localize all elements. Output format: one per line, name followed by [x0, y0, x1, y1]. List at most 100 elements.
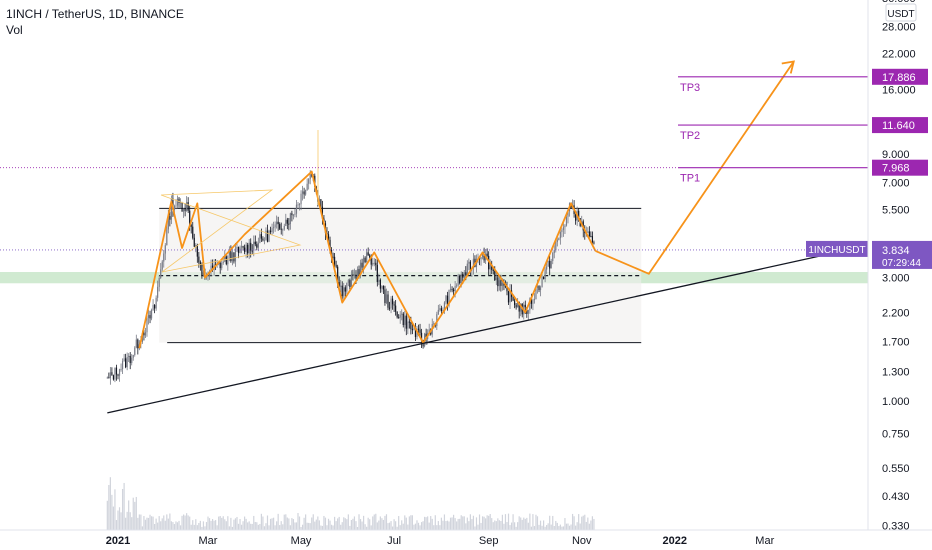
- volume-bar: [315, 519, 317, 530]
- candle: [108, 372, 110, 379]
- volume-bar: [160, 521, 162, 530]
- volume-bar: [427, 516, 429, 530]
- candle-body: [164, 245, 166, 254]
- candle: [170, 195, 172, 225]
- volume-bar: [347, 514, 349, 530]
- volume-bar: [584, 514, 586, 530]
- volume-bar: [430, 516, 432, 530]
- candle-body: [515, 304, 517, 308]
- volume-bar: [573, 516, 575, 530]
- candle-body: [379, 279, 381, 289]
- volume-bar: [364, 524, 366, 530]
- candle: [542, 276, 545, 280]
- volume-legend[interactable]: Vol: [6, 23, 23, 37]
- volume-bar: [210, 520, 212, 530]
- candle-body: [161, 261, 163, 270]
- candle: [398, 314, 400, 319]
- volume-bar: [198, 522, 200, 530]
- candle: [301, 185, 304, 201]
- candle: [373, 258, 375, 267]
- candle: [280, 222, 282, 235]
- candle: [378, 273, 380, 286]
- candle-body: [501, 282, 504, 286]
- volume-bar: [295, 522, 298, 530]
- volume-bar: [547, 523, 549, 530]
- candle: [395, 300, 397, 316]
- volume-bar: [329, 520, 331, 530]
- candle: [491, 260, 493, 275]
- candle: [106, 376, 108, 379]
- volume-bar: [414, 523, 417, 530]
- volume-bar: [317, 516, 319, 530]
- candle: [115, 364, 118, 381]
- volume-bar: [555, 520, 557, 530]
- volume-bar: [514, 522, 516, 530]
- volume-bar: [440, 517, 442, 530]
- volume-bar: [445, 521, 447, 530]
- candle-body: [498, 280, 500, 287]
- volume-bar: [401, 520, 403, 530]
- volume-bar: [123, 482, 125, 530]
- candle-body: [349, 280, 351, 288]
- volume-bar: [280, 521, 282, 530]
- volume-bar: [515, 526, 517, 530]
- candle: [244, 244, 246, 255]
- candle: [352, 269, 354, 281]
- volume-bar: [208, 518, 211, 530]
- candle-body: [340, 285, 342, 287]
- volume-bar: [410, 515, 412, 530]
- volume-bar: [526, 517, 528, 530]
- volume-bar: [495, 521, 497, 530]
- candle: [402, 312, 404, 328]
- candle-body: [445, 295, 447, 303]
- candle-body: [108, 377, 110, 379]
- candle: [276, 215, 278, 229]
- candle-body: [384, 289, 386, 304]
- candle-body: [134, 347, 136, 355]
- volume-bar: [289, 525, 291, 530]
- volume-bar: [353, 516, 356, 530]
- volume-bar: [324, 517, 327, 530]
- candle: [381, 285, 383, 293]
- symbol-title[interactable]: 1INCH / TetherUS, 1D, BINANCE: [6, 7, 184, 21]
- price-tick: 16.000: [882, 84, 916, 96]
- candle: [134, 346, 136, 357]
- candle-body: [179, 202, 182, 204]
- candle-body: [231, 252, 234, 262]
- volume-bar: [184, 515, 186, 530]
- candle-body: [396, 311, 398, 318]
- volume-bar: [398, 516, 400, 530]
- volume-bar: [154, 524, 156, 530]
- volume-bar: [251, 523, 253, 530]
- volume-bar: [236, 516, 238, 530]
- candle: [265, 227, 267, 241]
- candle: [558, 237, 560, 241]
- volume-bar: [204, 526, 206, 530]
- candle: [231, 246, 234, 266]
- candle: [366, 248, 368, 263]
- candle: [121, 358, 124, 375]
- candle: [182, 208, 185, 218]
- candle-body: [272, 227, 275, 229]
- candle-body: [135, 339, 137, 348]
- candle: [248, 238, 250, 260]
- candle-body: [570, 203, 572, 209]
- candle: [561, 228, 563, 238]
- candle: [132, 354, 134, 361]
- candle-body: [346, 282, 348, 292]
- candle-body: [117, 374, 119, 376]
- volume-bar: [498, 520, 500, 530]
- candle-body: [121, 361, 124, 370]
- volume-bar: [271, 518, 273, 530]
- volume-bar: [369, 519, 371, 530]
- candle: [509, 283, 511, 310]
- volume-bar: [230, 517, 232, 530]
- candle-body: [291, 213, 293, 216]
- candle-body: [173, 206, 176, 210]
- volume-bar: [344, 518, 346, 530]
- candle-body: [305, 189, 307, 195]
- candle-body: [381, 286, 383, 289]
- candle-body: [337, 266, 339, 283]
